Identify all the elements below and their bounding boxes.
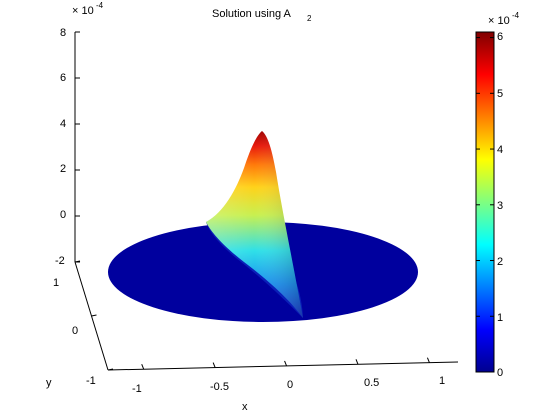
y-tick-labels: 1 0 -1 xyxy=(53,277,96,387)
tick-marks xyxy=(74,31,430,371)
z-tick-label: 6 xyxy=(60,72,66,84)
y-tick-mark xyxy=(74,260,81,263)
colorbar-tick-label: 5 xyxy=(497,88,503,100)
z-tick-label: 0 xyxy=(60,209,66,221)
title-main: Solution using A xyxy=(212,8,292,20)
colorbar-scale-base: × 10 xyxy=(488,15,510,27)
z-tick-label: 8 xyxy=(60,27,66,39)
z-tick-label: 2 xyxy=(60,163,66,175)
x-tick-mark xyxy=(284,360,288,367)
x-tick-label: -0.5 xyxy=(210,381,229,393)
colorbar-tick-label: 2 xyxy=(497,256,503,268)
colorbar-tick-label: 1 xyxy=(497,312,503,324)
z-scale-exp: -4 xyxy=(96,1,104,10)
y-tick-label: 0 xyxy=(72,325,78,337)
colorbar-tick-label: 0 xyxy=(497,367,503,379)
y-axis-label: y xyxy=(46,377,52,389)
surface-plot xyxy=(108,131,418,322)
colorbar-gradient xyxy=(475,31,495,373)
x-tick-label: 0 xyxy=(287,379,293,391)
x-axis-line xyxy=(107,361,459,371)
z-tick-labels: 8 6 4 2 0 -2 xyxy=(55,27,66,267)
colorbar-tick-label: 4 xyxy=(497,144,503,156)
x-tick-mark xyxy=(141,363,145,370)
x-tick-mark xyxy=(426,357,430,363)
y-tick-label: 1 xyxy=(53,277,59,289)
colorbar-tick-label: 3 xyxy=(497,200,503,212)
x-tick-label: 1 xyxy=(439,375,445,387)
z-scale-factor: × 10 -4 xyxy=(72,1,104,17)
x-tick-label: -1 xyxy=(132,383,142,395)
z-tick-label: -2 xyxy=(55,255,65,267)
x-tick-label: 0.5 xyxy=(364,377,379,389)
z-tick-label: 4 xyxy=(60,118,66,130)
x-tick-mark xyxy=(212,362,216,368)
chart-title: Solution using A 2 xyxy=(212,8,312,23)
colorbar-ticks xyxy=(476,37,494,373)
y-tick-mark xyxy=(91,314,97,317)
colorbar-scale-exp: -4 xyxy=(512,11,520,20)
colorbar: 6 5 4 3 2 1 0 × 10 -4 xyxy=(475,11,520,379)
y-tick-mark xyxy=(107,368,114,371)
x-axis-label: x xyxy=(242,401,248,413)
colorbar-tick-label: 6 xyxy=(497,31,503,43)
y-tick-label: -1 xyxy=(86,375,96,387)
x-tick-mark xyxy=(355,359,359,365)
title-subscript: 2 xyxy=(307,14,312,23)
z-scale-base: × 10 xyxy=(72,5,94,17)
x-tick-labels: -1 -0.5 0 0.5 1 xyxy=(132,375,445,395)
peak-shading xyxy=(206,131,303,318)
